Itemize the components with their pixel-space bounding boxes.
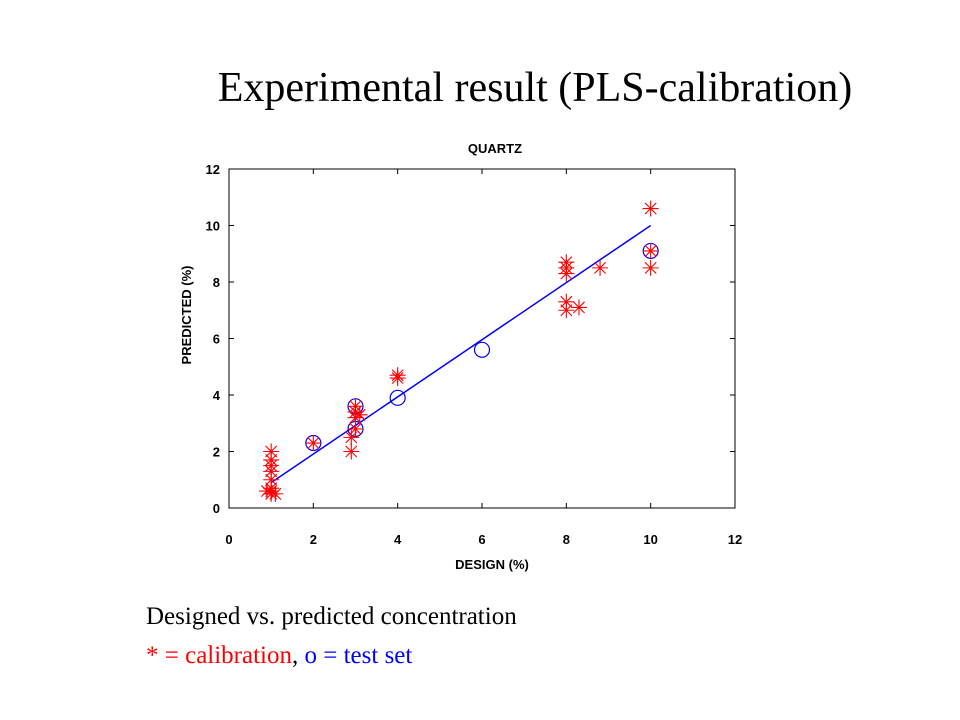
x-tick-label: 0 bbox=[225, 532, 232, 547]
x-tick-label: 6 bbox=[478, 532, 485, 547]
x-tick-label: 12 bbox=[728, 532, 742, 547]
slide-title: Experimental result (PLS-calibration) bbox=[217, 65, 853, 111]
y-tick-label: 12 bbox=[206, 162, 220, 177]
y-tick-labels: 0 2 4 6 8 10 12 bbox=[206, 162, 221, 516]
axis-ticks bbox=[228, 168, 736, 509]
x-tick-label: 10 bbox=[643, 532, 657, 547]
caption-calibration: * = calibration bbox=[146, 642, 292, 669]
calibration-point bbox=[305, 435, 322, 452]
x-tick-label: 8 bbox=[563, 532, 570, 547]
calibration-point bbox=[351, 406, 368, 423]
x-tick-labels: 0 2 4 6 8 10 12 bbox=[225, 532, 742, 547]
y-tick-label: 2 bbox=[213, 445, 220, 460]
x-axis-label: DESIGN (%) bbox=[455, 557, 529, 572]
calibration-point bbox=[558, 293, 575, 310]
caption-line-2: * = calibration, o = test set bbox=[146, 642, 412, 670]
caption-line-1: Designed vs. predicted concentration bbox=[146, 603, 517, 630]
calibration-point bbox=[592, 259, 609, 276]
x-tick-label: 4 bbox=[394, 532, 402, 547]
y-tick-label: 0 bbox=[213, 501, 220, 516]
test-point bbox=[473, 341, 491, 358]
caption-test-set: o = test set bbox=[304, 642, 413, 669]
calibration-point bbox=[558, 254, 575, 271]
y-tick-label: 10 bbox=[206, 219, 220, 234]
x-tick-label: 2 bbox=[310, 532, 317, 547]
fit-line bbox=[270, 224, 652, 484]
calibration-point bbox=[347, 420, 364, 437]
calibration-point bbox=[642, 242, 659, 259]
calibration-point bbox=[263, 443, 280, 460]
y-axis-label: PREDICTED (%) bbox=[179, 266, 194, 365]
y-tick-label: 4 bbox=[213, 388, 221, 403]
chart-marks bbox=[258, 200, 659, 502]
calibration-point bbox=[389, 367, 406, 384]
calibration-point bbox=[570, 299, 587, 316]
test-point bbox=[389, 389, 406, 406]
y-tick-label: 8 bbox=[213, 275, 220, 290]
caption-separator: , bbox=[292, 642, 305, 669]
calibration-point bbox=[347, 398, 364, 415]
y-tick-label: 6 bbox=[213, 332, 220, 347]
calibration-point bbox=[642, 259, 659, 276]
calibration-point bbox=[343, 443, 360, 460]
calibration-point bbox=[267, 485, 284, 502]
chart-title: QUARTZ bbox=[468, 141, 522, 156]
calibration-point bbox=[642, 200, 659, 217]
plot-frame bbox=[228, 168, 736, 509]
